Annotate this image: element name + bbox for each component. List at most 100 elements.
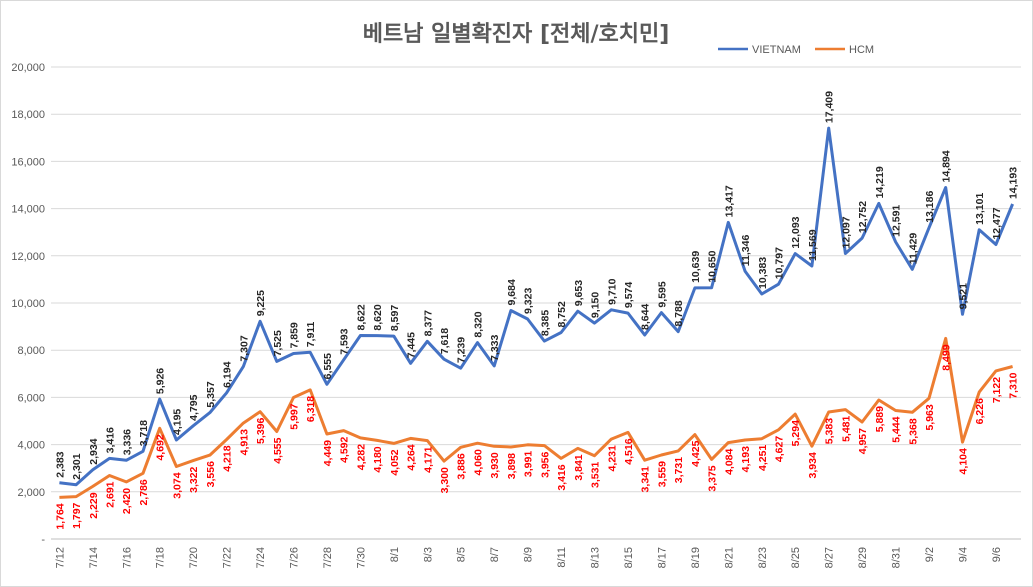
data-label-hcm: 4,251	[757, 445, 769, 471]
data-label-vietnam: 11,569	[807, 229, 819, 261]
data-label-hcm: 5,368	[907, 418, 919, 444]
legend-label-hcm[interactable]: HCM	[849, 44, 874, 56]
data-label-hcm: 3,300	[439, 467, 451, 493]
y-tick-label: 6,000	[17, 392, 45, 404]
y-tick-label: 12,000	[11, 251, 45, 263]
x-tick-label: 8/1	[389, 547, 401, 562]
series-lines	[59, 126, 1014, 499]
data-label-hcm: 4,449	[322, 440, 334, 466]
data-label-hcm: 5,889	[874, 406, 886, 432]
y-axis: - 2,000 4,000 6,000 8,000 10,000 12,000 14,000 1…	[11, 62, 45, 546]
data-label-vietnam: 9,521	[957, 283, 969, 309]
data-label-vietnam: 9,150	[590, 292, 602, 318]
data-label-hcm: 7,122	[991, 377, 1003, 403]
data-label-hcm: 3,731	[673, 457, 685, 483]
data-label-hcm: 4,957	[857, 428, 869, 454]
data-label-vietnam: 9,710	[606, 278, 618, 304]
y-tick-label: 4,000	[17, 440, 45, 452]
data-label-vietnam: 9,323	[523, 288, 535, 314]
x-tick-label: 7/16	[121, 547, 133, 568]
legend-label-vietnam[interactable]: VIETNAM	[752, 44, 801, 56]
data-label-hcm: 4,282	[355, 444, 367, 470]
data-label-hcm: 3,559	[656, 461, 668, 487]
x-tick-label: 8/27	[824, 547, 836, 568]
data-label-vietnam: 17,409	[824, 91, 836, 123]
data-label-vietnam: 4,795	[188, 394, 200, 420]
data-label-vietnam: 7,618	[439, 328, 451, 354]
data-label-vietnam: 6,194	[222, 361, 234, 387]
data-label-vietnam: 8,377	[422, 310, 434, 336]
data-label-hcm: 4,627	[774, 436, 786, 462]
y-tick-label: 16,000	[11, 156, 45, 168]
x-tick-label: 8/29	[857, 547, 869, 568]
data-label-vietnam: 14,219	[874, 166, 886, 198]
data-label-hcm: 1,797	[71, 502, 83, 528]
data-label-hcm: 3,841	[573, 454, 585, 480]
x-tick-label: 8/3	[422, 547, 434, 562]
data-label-hcm: 4,516	[623, 438, 635, 464]
data-labels: 2,383 2,301 2,934 3,416 3,336 3,718 5,926 4,195…	[54, 91, 1019, 530]
data-label-hcm: 4,193	[740, 446, 752, 472]
x-tick-label: 8/13	[590, 547, 602, 568]
chart-title: 베트남 일별확진자 [전체/호치민]	[363, 22, 670, 47]
x-tick-label: 9/6	[991, 547, 1003, 562]
data-label-vietnam: 8,385	[539, 310, 551, 336]
data-label-vietnam: 7,593	[339, 328, 351, 354]
y-tick-label: 18,000	[11, 109, 45, 121]
data-label-vietnam: 4,195	[171, 409, 183, 435]
data-label-hcm: 4,692	[155, 434, 167, 460]
data-label-hcm: 4,060	[472, 449, 484, 475]
data-label-vietnam: 2,383	[54, 451, 66, 477]
data-label-hcm: 3,956	[539, 451, 551, 477]
x-tick-label: 8/11	[556, 547, 568, 568]
data-label-vietnam: 8,752	[556, 301, 568, 327]
x-tick-label: 7/24	[255, 547, 267, 568]
data-label-hcm: 3,531	[590, 462, 602, 488]
data-label-hcm: 7,310	[1008, 372, 1020, 398]
data-label-vietnam: 2,934	[88, 438, 100, 464]
x-tick-label: 7/30	[355, 547, 367, 568]
data-label-hcm: 5,383	[824, 418, 836, 444]
data-label-hcm: 5,481	[840, 415, 852, 441]
data-label-vietnam: 13,417	[723, 185, 735, 217]
data-label-hcm: 4,171	[422, 446, 434, 472]
x-tick-label: 8/21	[723, 547, 735, 568]
data-label-hcm: 5,963	[924, 404, 936, 430]
data-label-hcm: 3,322	[188, 466, 200, 492]
y-tick-label: 2,000	[17, 487, 45, 499]
data-label-hcm: 6,318	[305, 396, 317, 422]
legend[interactable]: VIETNAM HCM	[718, 44, 874, 56]
data-label-vietnam: 12,097	[840, 216, 852, 248]
y-tick-label: 20,000	[11, 62, 45, 74]
gridlines	[51, 66, 1021, 540]
data-label-vietnam: 6,555	[322, 353, 334, 379]
data-label-hcm: 4,264	[406, 444, 418, 470]
data-label-hcm: 1,764	[54, 503, 66, 529]
data-label-hcm: 5,997	[289, 403, 301, 429]
data-label-hcm: 3,074	[171, 472, 183, 498]
series-line-vietnam[interactable]	[59, 126, 1014, 487]
data-label-vietnam: 9,574	[623, 282, 635, 308]
x-tick-label: 7/14	[88, 547, 100, 568]
series-line-hcm[interactable]	[59, 336, 1013, 499]
x-tick-label: 7/26	[289, 547, 301, 568]
x-tick-label: 9/2	[924, 547, 936, 562]
x-tick-label: 7/28	[322, 547, 334, 568]
data-label-vietnam: 10,797	[774, 247, 786, 279]
data-label-hcm: 4,425	[690, 440, 702, 466]
data-label-vietnam: 8,622	[355, 304, 367, 330]
data-label-vietnam: 10,639	[690, 251, 702, 283]
x-tick-label: 8/15	[623, 547, 635, 568]
data-label-vietnam: 11,346	[740, 235, 752, 267]
data-label-vietnam: 12,752	[857, 201, 869, 233]
data-label-hcm: 3,375	[707, 465, 719, 491]
data-label-hcm: 5,396	[255, 417, 267, 443]
x-tick-label: 8/17	[656, 547, 668, 568]
data-label-vietnam: 7,307	[238, 335, 250, 361]
y-tick-label: -	[41, 534, 45, 546]
y-tick-label: 8,000	[17, 345, 45, 357]
data-label-vietnam: 7,333	[489, 335, 501, 361]
data-label-vietnam: 8,644	[640, 304, 652, 330]
